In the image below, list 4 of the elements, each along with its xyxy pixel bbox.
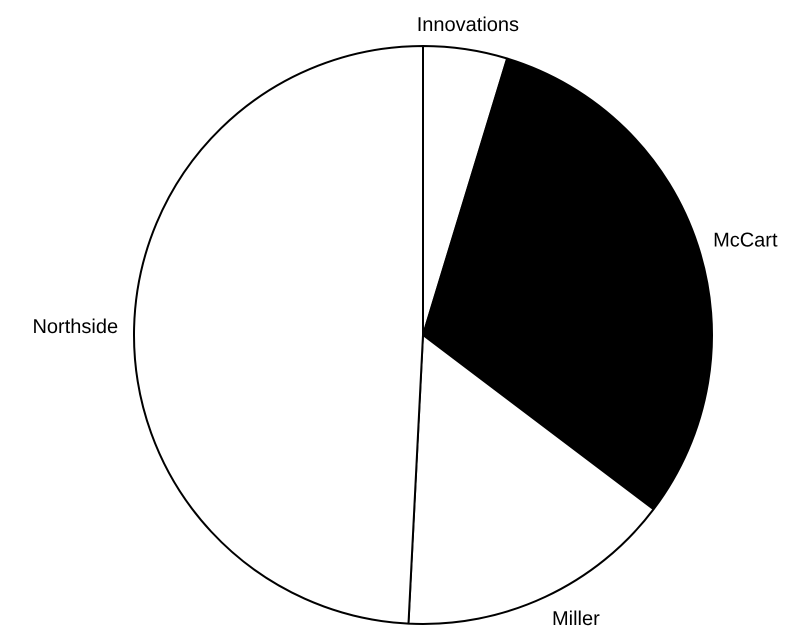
slice-label: Miller <box>552 608 600 630</box>
slice-label: Innovations <box>416 14 520 36</box>
slice-label: Northside <box>32 316 118 338</box>
slice-label: McCart <box>713 229 778 252</box>
